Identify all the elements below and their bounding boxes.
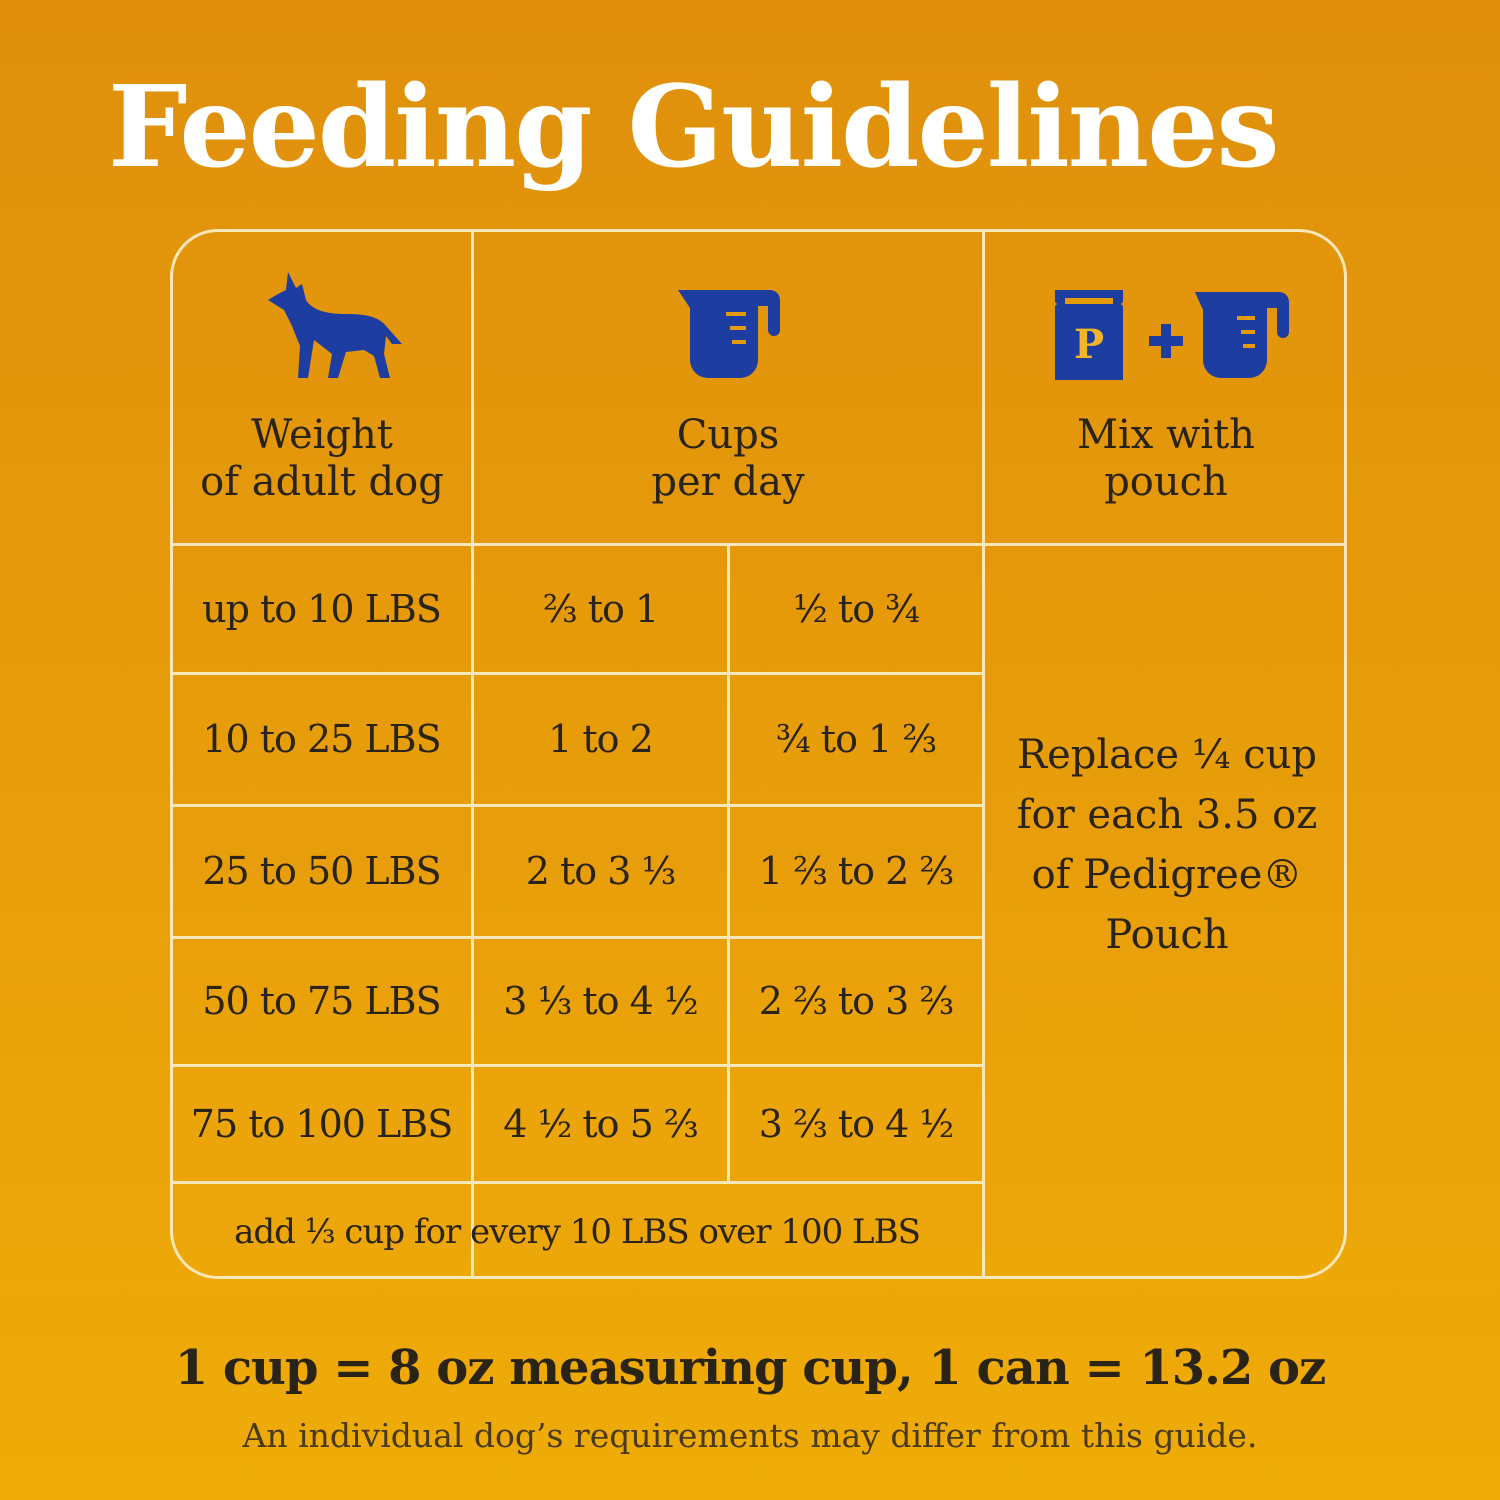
table-cell-cups: 4 ¹⁄₂ to 5 ²⁄₃ [503, 1101, 698, 1146]
mix-note-line: Replace ¼ cup [1016, 732, 1318, 778]
table-cell-cups: 1 to 2 [548, 717, 654, 761]
table-cell-weight: 10 to 25 LBS [202, 717, 441, 761]
header-line: Cups [676, 412, 780, 458]
extra-weight-note: add ¹⁄₃ cup for every 10 LBS over 100 LB… [234, 1211, 921, 1252]
divider [172, 672, 984, 675]
divider [172, 804, 984, 807]
table-cell-cups: 2 to 3 ¹⁄₃ [525, 849, 677, 893]
table-cell-weight: up to 10 LBS [202, 586, 442, 631]
table-cell-mix: 2 ²⁄₃ to 3 ²⁄₃ [758, 979, 954, 1023]
divider [727, 545, 730, 1183]
table-cell-weight: 75 to 100 LBS [190, 1101, 453, 1146]
divider [471, 231, 474, 1278]
header-mix: Mix with pouch [985, 412, 1347, 506]
table-cell-cups: 3 ¹⁄₃ to 4 ¹⁄₂ [503, 979, 698, 1023]
header-weight: Weight of adult dog [172, 412, 472, 506]
conversion-note: 1 cup = 8 oz measuring cup, 1 can = 13.2… [174, 1340, 1327, 1396]
mix-note-line: of Pedigree® [1031, 852, 1303, 898]
header-line: Mix with [1077, 412, 1255, 458]
mix-note-line: for each 3.5 oz [1016, 792, 1318, 838]
mix-note-line: Pouch [1105, 912, 1229, 958]
table-cell-mix: ¹⁄₂ to ³⁄₄ [793, 586, 920, 631]
table-cell-mix: 1 ²⁄₃ to 2 ²⁄₃ [758, 849, 954, 893]
divider [172, 543, 1345, 546]
table-cell-cups: ²⁄₃ to 1 [542, 586, 659, 631]
disclaimer: An individual dog’s requirements may dif… [242, 1416, 1258, 1455]
page-title: Feeding Guidelines [108, 62, 1280, 193]
table-cell-mix: 3 ²⁄₃ to 4 ¹⁄₂ [758, 1101, 954, 1146]
divider [172, 1064, 984, 1067]
feeding-table [170, 229, 1347, 1279]
mix-note: Replace ¼ cup for each 3.5 oz of Pedigre… [987, 725, 1347, 965]
svg-text:P: P [1074, 321, 1104, 368]
table-cell-weight: 50 to 75 LBS [202, 979, 441, 1023]
table-cell-mix: ³⁄₄ to 1 ²⁄₃ [775, 717, 937, 761]
divider [172, 1181, 984, 1184]
measuring-cup-icon [678, 290, 780, 378]
header-line: pouch [1104, 459, 1228, 505]
dog-icon [268, 272, 402, 378]
divider [982, 231, 985, 1278]
divider [172, 936, 984, 939]
header-line: Weight [251, 412, 393, 458]
pouch-plus-cup-icon: P [1055, 290, 1289, 380]
header-line: of adult dog [200, 459, 444, 505]
table-cell-weight: 25 to 50 LBS [202, 849, 441, 893]
header-cups: Cups per day [474, 412, 982, 506]
header-line: per day [651, 459, 805, 505]
